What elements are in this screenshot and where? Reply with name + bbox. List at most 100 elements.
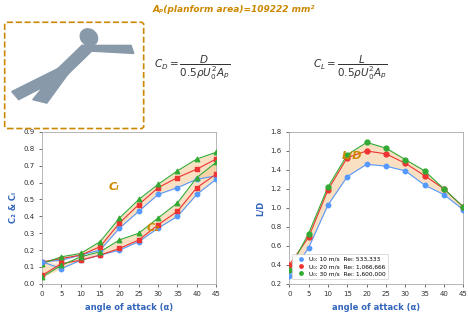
Point [58, 261, 65, 266]
Point [38, 275, 46, 280]
Point [154, 225, 162, 231]
Point [193, 156, 201, 162]
Point [460, 204, 467, 210]
Point [77, 251, 85, 256]
Polygon shape [12, 69, 68, 100]
Point [38, 273, 46, 278]
Point [344, 155, 351, 160]
Point [440, 186, 448, 191]
Text: Cₗ: Cₗ [108, 182, 119, 192]
Point [77, 252, 85, 258]
Point [96, 239, 104, 244]
Point [344, 152, 351, 157]
Point [193, 177, 201, 182]
Point [193, 175, 201, 180]
Point [135, 239, 143, 244]
Point [154, 222, 162, 227]
Point [402, 161, 409, 166]
Point [460, 207, 467, 213]
Point [58, 257, 65, 263]
Text: $C_L = \dfrac{L}{0.5\rho U_0^2 A_p}$: $C_L = \dfrac{L}{0.5\rho U_0^2 A_p}$ [313, 53, 388, 81]
Point [135, 202, 143, 207]
Point [382, 151, 390, 156]
Point [305, 231, 312, 236]
Point [193, 192, 201, 197]
Point [174, 214, 181, 219]
Point [38, 259, 46, 265]
Point [174, 185, 181, 190]
Point [363, 148, 370, 154]
Point [116, 237, 123, 243]
Legend: U₀: 10 m/s  Reₗ: 533,333, U₀: 20 m/s  Reₗ: 1,066,666, U₀: 30 m/s  Reₗ: 1,600,000: U₀: 10 m/s Reₗ: 533,333, U₀: 20 m/s Reₗ:… [292, 254, 388, 280]
Point [174, 175, 181, 180]
Point [77, 252, 85, 258]
Point [154, 215, 162, 221]
Point [96, 252, 104, 258]
Ellipse shape [80, 29, 98, 46]
Point [38, 259, 46, 265]
Point [440, 192, 448, 197]
Point [440, 186, 448, 191]
Point [382, 146, 390, 151]
Point [212, 173, 220, 179]
Point [285, 262, 293, 267]
Point [212, 160, 220, 165]
Point [174, 168, 181, 174]
Point [116, 225, 123, 231]
Y-axis label: C₂ & Cₗ: C₂ & Cₗ [9, 192, 18, 223]
Point [344, 174, 351, 179]
Polygon shape [33, 69, 68, 103]
Text: $C_D = \dfrac{D}{0.5\rho U_0^2 A_p}$: $C_D = \dfrac{D}{0.5\rho U_0^2 A_p}$ [154, 53, 230, 81]
Point [38, 261, 46, 266]
Point [305, 235, 312, 240]
Point [116, 248, 123, 253]
Point [212, 177, 220, 182]
Point [402, 157, 409, 162]
Point [77, 257, 85, 263]
Point [116, 215, 123, 221]
Point [135, 197, 143, 202]
Point [77, 254, 85, 259]
Point [154, 182, 162, 187]
X-axis label: angle of attack (α): angle of attack (α) [85, 303, 173, 312]
Point [193, 166, 201, 172]
Point [324, 187, 332, 192]
Point [116, 220, 123, 226]
Point [212, 149, 220, 155]
Y-axis label: L/D: L/D [256, 200, 265, 215]
Text: L/D: L/D [342, 151, 362, 161]
Point [363, 162, 370, 167]
Point [305, 245, 312, 250]
Point [58, 263, 65, 268]
Point [174, 209, 181, 214]
Point [58, 256, 65, 261]
Point [460, 204, 467, 210]
Text: Aₚ(planform area)=109222 mm²: Aₚ(planform area)=109222 mm² [153, 5, 315, 14]
Point [135, 237, 143, 243]
Point [212, 172, 220, 177]
Point [421, 173, 428, 178]
Point [285, 267, 293, 272]
Point [174, 200, 181, 206]
Point [421, 168, 428, 174]
Point [135, 231, 143, 236]
Point [154, 192, 162, 197]
Point [96, 244, 104, 249]
Point [116, 246, 123, 251]
Polygon shape [58, 45, 92, 74]
Point [285, 274, 293, 279]
Point [96, 248, 104, 253]
Point [77, 257, 85, 263]
X-axis label: angle of attack (α): angle of attack (α) [332, 303, 420, 312]
Point [58, 266, 65, 271]
Point [421, 182, 428, 188]
Point [96, 252, 104, 258]
Point [38, 259, 46, 265]
Point [212, 156, 220, 162]
Text: C₂: C₂ [146, 223, 160, 233]
Point [324, 184, 332, 190]
Point [193, 185, 201, 190]
Point [402, 168, 409, 174]
Point [154, 185, 162, 190]
Point [382, 164, 390, 169]
